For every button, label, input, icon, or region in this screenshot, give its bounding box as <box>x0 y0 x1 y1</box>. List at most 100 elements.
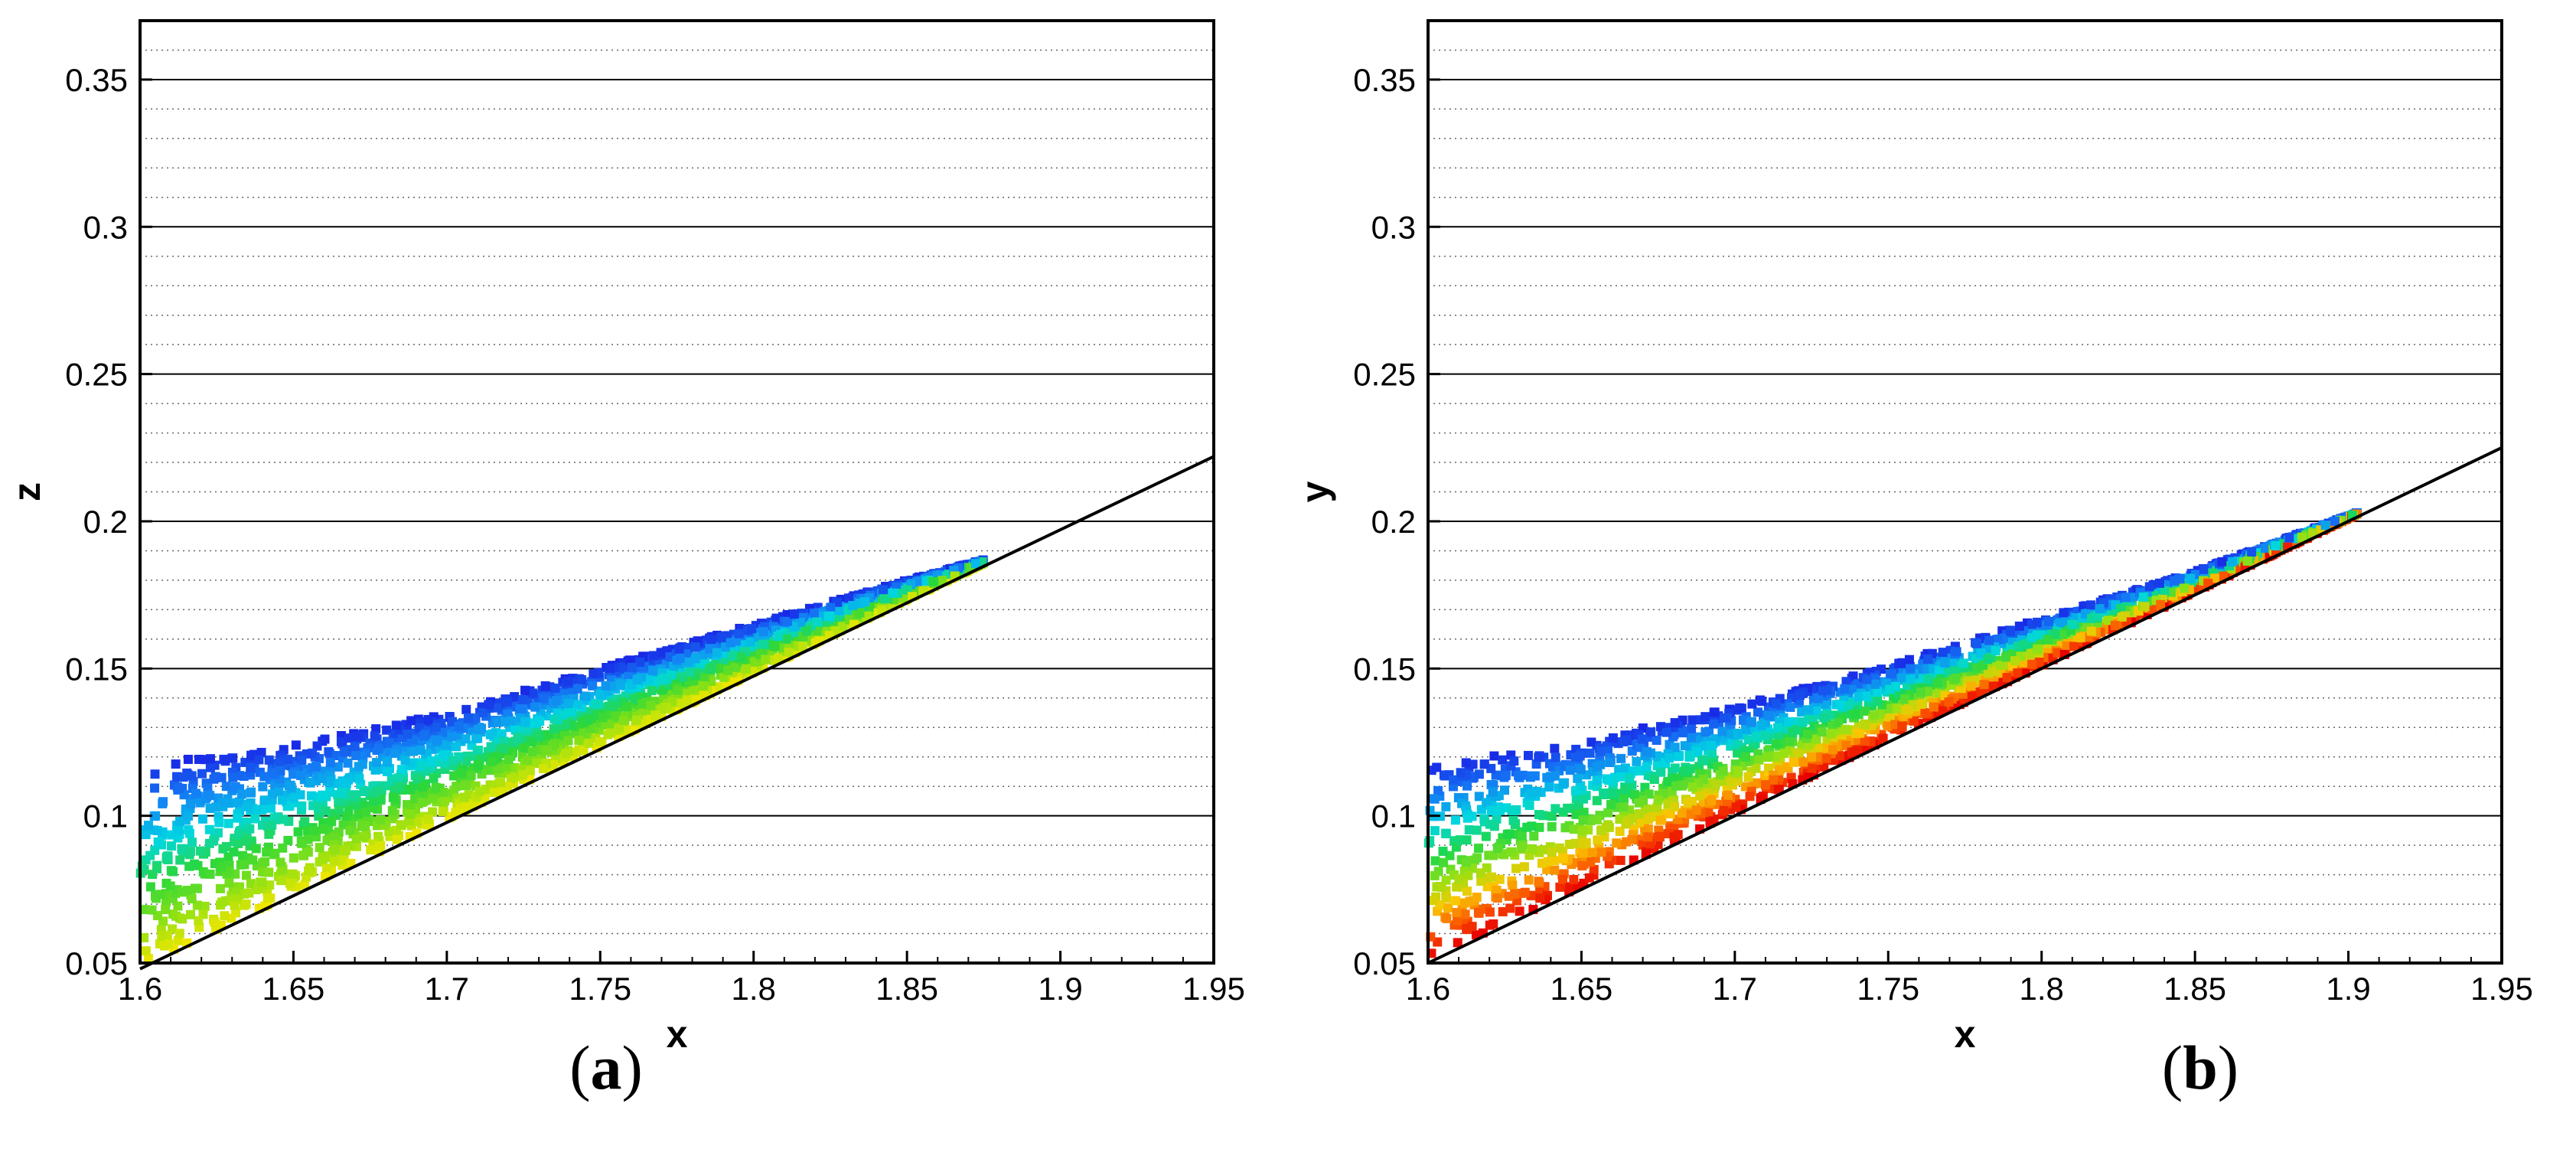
scatter-point <box>1534 877 1544 886</box>
scatter-point <box>442 739 452 749</box>
scatter-point <box>2116 604 2126 614</box>
scatter-point <box>1576 765 1586 775</box>
scatter-point <box>706 663 716 673</box>
scatter-point <box>1629 790 1639 800</box>
scatter-point <box>289 853 298 863</box>
scatter-point <box>1430 856 1440 866</box>
scatter-point <box>423 714 433 724</box>
scatter-point <box>1432 762 1442 772</box>
scatter-point <box>217 772 227 782</box>
scatter-point <box>360 821 370 831</box>
scatter-point <box>276 857 285 867</box>
scatter-point <box>461 734 471 744</box>
scatter-point <box>143 821 153 831</box>
scatter-point <box>258 858 268 868</box>
scatter-point <box>608 681 618 691</box>
scatter-point <box>412 817 422 827</box>
scatter-point <box>632 675 642 685</box>
scatter-point <box>259 795 269 805</box>
scatter-point <box>405 784 415 794</box>
scatter-point <box>1807 764 1817 774</box>
scatter-point <box>243 802 253 811</box>
scatter-point <box>1836 751 1846 761</box>
scatter-point <box>270 848 280 858</box>
scatter-point <box>417 782 427 792</box>
scatter-point <box>396 765 406 775</box>
scatter-point <box>539 693 549 703</box>
scatter-point <box>550 683 560 693</box>
scatter-point <box>1482 798 1492 808</box>
scatter-point <box>527 688 537 698</box>
scatter-point <box>331 845 341 855</box>
scatter-point <box>223 818 233 828</box>
scatter-point <box>263 821 273 831</box>
scatter-point <box>288 869 298 879</box>
scatter-point <box>1464 825 1474 835</box>
scatter-point <box>515 704 525 713</box>
y-tick-label: 0.25 <box>65 357 128 393</box>
scatter-point <box>1991 635 2001 645</box>
scatter-point <box>656 648 666 658</box>
scatter-point <box>438 807 448 817</box>
scatter-point <box>403 729 412 739</box>
scatter-point <box>716 632 726 642</box>
scatter-point <box>601 681 611 691</box>
y-tick-label: 0.15 <box>65 651 128 687</box>
scatter-point <box>262 847 272 857</box>
scatter-point <box>195 846 205 856</box>
scatter-point <box>1502 829 1512 839</box>
scatter-point <box>834 606 844 615</box>
scatter-point <box>325 758 335 768</box>
scatter-point <box>1579 839 1589 849</box>
scatter-point <box>1592 795 1602 805</box>
scatter-cloud <box>135 555 989 964</box>
scatter-point <box>396 820 406 830</box>
scatter-point <box>520 717 530 726</box>
scatter-point <box>770 641 780 651</box>
scatter-point <box>1475 868 1485 878</box>
scatter-point <box>795 617 805 627</box>
scatter-point <box>141 830 151 840</box>
scatter-point <box>682 696 692 706</box>
scatter-point <box>312 741 322 751</box>
scatter-point <box>297 801 307 811</box>
scatter-point <box>879 585 889 595</box>
scatter-point <box>1461 758 1471 768</box>
scatter-point <box>359 786 369 796</box>
scatter-point <box>1570 838 1580 848</box>
scatter-point <box>1592 782 1602 792</box>
scatter-point <box>1454 874 1464 884</box>
scatter-point <box>339 778 349 788</box>
scatter-point <box>588 681 598 691</box>
scatter-point <box>1798 717 1808 727</box>
scatter-point <box>394 773 404 783</box>
x-tick-label: 1.75 <box>569 971 631 1007</box>
scatter-point <box>579 691 589 701</box>
scatter-point <box>1534 822 1544 832</box>
scatter-point <box>1622 735 1632 745</box>
scatter-point <box>158 798 168 808</box>
chart-b: 1.6 1.65 1.7 1.75 1.8 1.85 1.9 1.950.050.10.150… <box>1293 19 2533 1056</box>
scatter-point <box>1670 763 1680 773</box>
scatter-point <box>366 845 376 855</box>
scatter-point <box>241 870 251 880</box>
x-tick-label: 1.6 <box>118 971 162 1007</box>
scatter-point <box>784 648 794 658</box>
scatter-point <box>1811 706 1821 716</box>
scatter-point <box>502 762 512 772</box>
scatter-point <box>595 736 605 746</box>
scatter-point <box>173 935 183 945</box>
scatter-point <box>826 602 836 612</box>
scatter-point <box>1441 890 1451 900</box>
scatter-point <box>517 694 527 704</box>
scatter-point <box>1492 885 1502 895</box>
scatter-point <box>215 883 225 893</box>
scatter-point <box>484 700 494 710</box>
scatter-point <box>406 801 416 811</box>
scatter-point <box>503 709 513 719</box>
scatter-point <box>461 802 471 812</box>
scatter-point <box>1485 907 1495 917</box>
scatter-point <box>506 774 516 784</box>
scatter-point <box>370 731 380 741</box>
scatter-point <box>1896 673 1906 683</box>
